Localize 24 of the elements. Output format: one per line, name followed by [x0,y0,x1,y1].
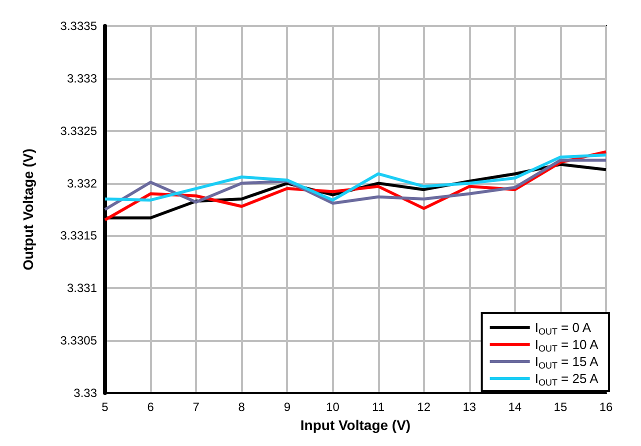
x-tick-label: 12 [417,400,431,414]
x-tick-label: 6 [147,400,154,414]
line-series [104,153,608,202]
x-tick-label: 11 [372,400,385,414]
x-tick-label: 7 [192,400,200,414]
x-tick-label: 14 [508,400,522,414]
x-tick-label: 16 [599,400,613,414]
y-tick-label: 3.332 [66,176,98,190]
y-tick-label: 3.3305 [60,334,98,348]
x-tick-label: 15 [554,400,568,414]
y-tick-label: 3.3315 [60,228,98,243]
line-series [104,158,608,211]
x-tick-label: 9 [284,400,291,414]
y-tick-label: 3.3335 [60,19,98,33]
y-tick-label: 3.3325 [60,124,98,138]
x-tick-label: 8 [238,400,246,414]
x-axis-title: Input Voltage (V) [300,416,411,433]
y-tick-label: 3.33 [74,386,98,400]
x-tick-label: 5 [102,400,109,414]
x-tick-label: 13 [462,400,476,414]
y-tick-label: 3.331 [66,281,98,296]
y-tick-label: 3.333 [66,71,98,86]
x-tick-label: 10 [326,400,340,414]
y-axis-title: Output Voltage (V) [20,148,36,270]
